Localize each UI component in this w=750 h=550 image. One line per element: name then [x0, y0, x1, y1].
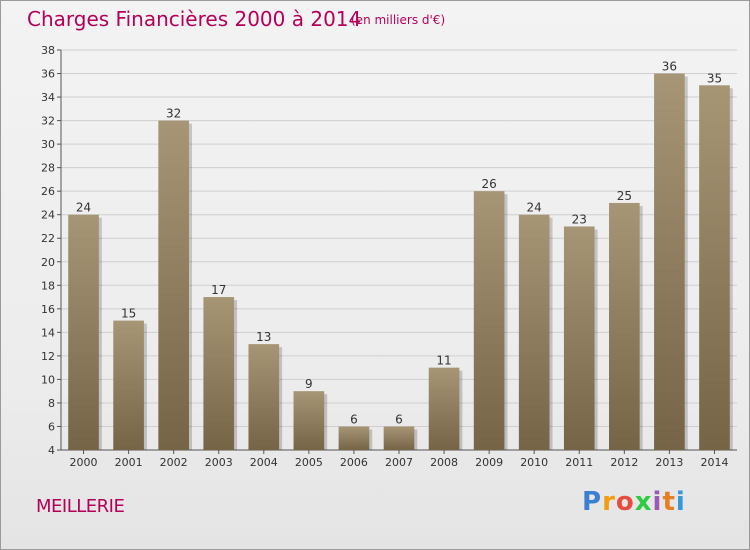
- bar: [654, 73, 685, 450]
- x-tick-label: 2003: [205, 456, 233, 469]
- y-tick-label: 16: [41, 303, 55, 316]
- x-tick-label: 2013: [655, 456, 683, 469]
- bar: [609, 202, 640, 450]
- y-tick-label: 38: [41, 44, 55, 57]
- x-tick-label: 2006: [340, 456, 368, 469]
- y-tick-label: 22: [41, 232, 55, 245]
- x-tick-label: 2007: [385, 456, 413, 469]
- bar: [699, 85, 730, 450]
- logo-letter: r: [602, 487, 616, 517]
- bar-value-label: 6: [395, 412, 403, 426]
- x-tick-label: 2012: [610, 456, 638, 469]
- y-tick-label: 30: [41, 138, 55, 151]
- x-tick-label: 2011: [565, 456, 593, 469]
- bar-value-label: 6: [350, 412, 358, 426]
- y-tick-label: 28: [41, 162, 55, 175]
- logo-letter: i: [675, 487, 686, 517]
- x-tick-label: 2000: [70, 456, 98, 469]
- bar: [518, 214, 550, 450]
- y-tick-label: 36: [41, 68, 55, 81]
- logo-letter: x: [634, 487, 653, 517]
- y-tick-label: 6: [48, 420, 55, 433]
- bar: [203, 297, 235, 450]
- bar: [293, 391, 325, 450]
- bar-value-label: 24: [527, 201, 542, 215]
- x-tick-label: 2004: [250, 456, 278, 469]
- y-tick-label: 4: [48, 444, 55, 457]
- x-tick-label: 2010: [520, 456, 548, 469]
- bar: [383, 426, 415, 450]
- bar-value-label: 11: [436, 354, 451, 368]
- logo-letter: o: [615, 487, 635, 517]
- x-tick-label: 2001: [115, 456, 143, 469]
- chart-title: Charges Financières 2000 à 2014: [27, 7, 362, 31]
- y-tick-label: 18: [41, 279, 55, 292]
- bar-value-label: 26: [481, 177, 496, 191]
- bar: [113, 320, 144, 450]
- commune-name: MEILLERIE: [36, 496, 125, 517]
- bar-value-label: 24: [76, 201, 91, 215]
- bar-value-label: 15: [121, 307, 136, 321]
- x-tick-label: 2009: [475, 456, 503, 469]
- x-tick-label: 2008: [430, 456, 458, 469]
- y-tick-label: 12: [41, 350, 55, 363]
- bar-value-label: 32: [166, 107, 181, 121]
- logo-letter: i: [652, 487, 663, 517]
- bar-value-label: 13: [256, 330, 271, 344]
- y-tick-label: 10: [41, 373, 55, 386]
- bar-value-label: 35: [707, 71, 722, 85]
- bar-value-label: 25: [617, 189, 632, 203]
- bar: [248, 344, 280, 450]
- y-tick-label: 32: [41, 115, 55, 128]
- y-tick-label: 34: [41, 91, 55, 104]
- x-tick-label: 2002: [160, 456, 188, 469]
- chart-subtitle: (en milliers d'€): [351, 13, 446, 27]
- y-tick-label: 24: [41, 209, 55, 222]
- y-tick-label: 14: [41, 326, 55, 339]
- bars: [68, 73, 733, 451]
- logo-letter: P: [582, 487, 603, 517]
- bar-value-label: 36: [662, 60, 677, 74]
- bar: [158, 120, 189, 451]
- x-tick-label: 2014: [700, 456, 728, 469]
- bar: [428, 367, 460, 450]
- x-tick-label: 2005: [295, 456, 323, 469]
- bar-value-label: 17: [211, 283, 226, 297]
- bar: [473, 191, 505, 451]
- bar: [563, 226, 595, 450]
- bar: [338, 426, 370, 450]
- proxiti-logo: Proxiti: [582, 487, 686, 517]
- y-tick-label: 26: [41, 185, 55, 198]
- bar: [68, 214, 99, 450]
- y-tick-label: 20: [41, 256, 55, 269]
- labels: 4 6 8 10 12 14 16 18 20 22 24 26 28 30 32 34 36 38 2000 24 2…: [41, 44, 728, 469]
- y-tick-label: 8: [48, 397, 55, 410]
- bar-value-label: 9: [305, 377, 313, 391]
- bar-value-label: 23: [572, 212, 587, 226]
- logo-letter: t: [662, 487, 676, 517]
